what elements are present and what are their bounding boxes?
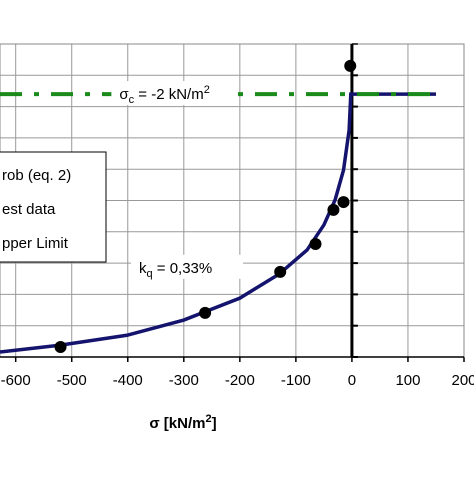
annotation: σc = -2 kN/m2	[119, 84, 210, 106]
data-point	[309, 238, 322, 251]
data-point	[327, 203, 340, 216]
data-point	[344, 59, 357, 72]
x-axis-title-main: σ [kN/m	[149, 415, 205, 432]
x-tick-label: -500	[57, 372, 87, 389]
x-tick-label: -100	[281, 372, 311, 389]
x-tick-label: -200	[225, 372, 255, 389]
annotation-bg	[111, 81, 230, 106]
x-tick-label: -300	[169, 372, 199, 389]
x-tick-label: -400	[113, 372, 143, 389]
data-point	[54, 340, 67, 353]
x-tick-label: 100	[395, 372, 420, 389]
x-tick-label: -600	[1, 372, 31, 389]
annotation-sub: c	[129, 94, 135, 106]
annotation-bg	[130, 254, 243, 279]
annotation-symbol: σ	[119, 86, 129, 103]
x-axis-title-sup: 2	[205, 413, 211, 425]
x-axis-title: σ [kN/m2]	[149, 413, 216, 432]
x-tick-label: 200	[451, 372, 474, 389]
annotation-symbol: k	[139, 260, 147, 277]
annotation-sub: q	[146, 268, 152, 280]
legend-label: pper Limit	[2, 235, 69, 252]
legend-label: est data	[2, 201, 56, 218]
annotation-text: = -2 kN/m	[134, 86, 204, 103]
annotation: kq = 0,33%	[139, 260, 212, 280]
annotation-sup: 2	[204, 84, 210, 96]
data-point	[337, 196, 350, 209]
legend-label: rob (eq. 2)	[2, 167, 71, 184]
annotation-text: = 0,33%	[153, 260, 213, 277]
data-point	[274, 265, 287, 278]
model-curve	[0, 92, 436, 354]
x-axis-title-end: ]	[212, 415, 217, 432]
x-tick-label: 0	[348, 372, 356, 389]
data-point	[199, 306, 212, 319]
legend-box	[0, 151, 107, 263]
